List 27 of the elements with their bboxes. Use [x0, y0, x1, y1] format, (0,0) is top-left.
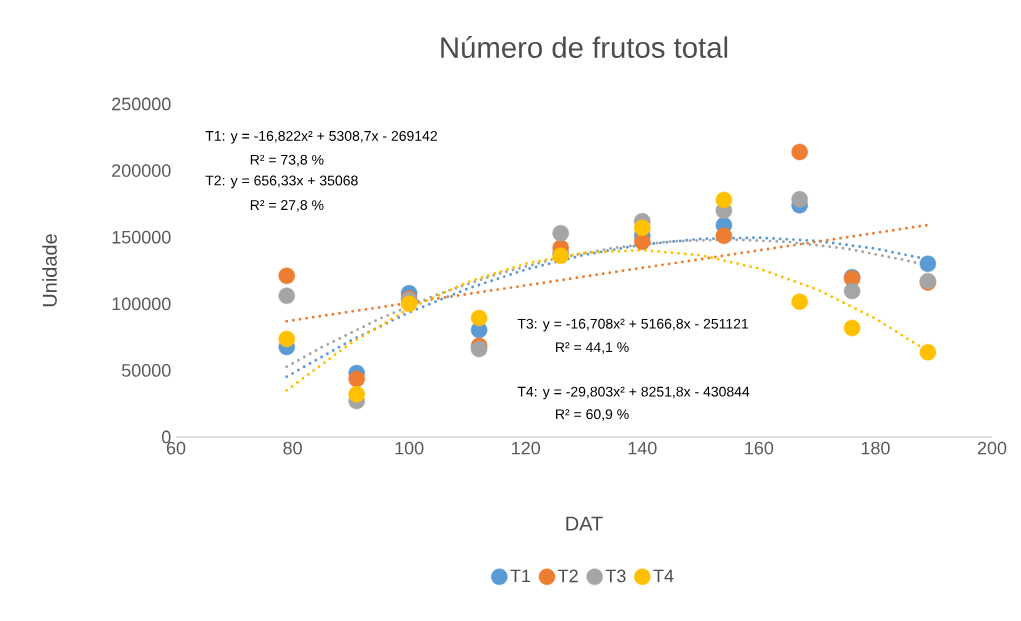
annotation: R² = 73,8 %	[250, 154, 324, 167]
annotation: R² = 27,8 %	[250, 200, 324, 212]
x-tick-label: 120	[512, 441, 541, 455]
annotation: R² = 60,9 %	[556, 409, 629, 421]
x-tick-label: 200	[977, 441, 1007, 455]
x-tick-label: 160	[745, 441, 774, 455]
annotation: R² = 44,1 %	[556, 342, 629, 354]
annotation: T3: y = -16,708x² + 5166,8x - 251121	[517, 318, 749, 332]
x-tick-label: 80	[283, 441, 302, 455]
x-axis-title: DAT	[566, 516, 603, 531]
y-tick-label: 200000	[112, 164, 171, 177]
annotation: T2: y = 656,33x + 35068	[205, 175, 358, 189]
legend-label: T1	[510, 569, 531, 583]
x-tick-label: 180	[861, 441, 890, 455]
y-axis-title: Unidade	[42, 234, 57, 307]
y-tick-label: 250000	[112, 97, 171, 111]
x-tick-label: 100	[395, 441, 424, 455]
x-tick-label: 140	[628, 441, 657, 455]
y-tick-label: 150000	[112, 230, 171, 244]
annotation: T4: y = -29,803x² + 8251,8x - 430844	[517, 386, 750, 400]
legend-label: T2	[558, 569, 578, 583]
chart-title: Número de frutos total	[441, 36, 728, 58]
legend-label: T4	[653, 569, 674, 583]
y-tick-label: 100000	[112, 297, 171, 311]
y-tick-label: 50000	[121, 364, 171, 377]
annotation: T1: y = -16,822x² + 5308,7x - 269142	[205, 130, 437, 144]
legend-label: T3	[605, 569, 626, 583]
